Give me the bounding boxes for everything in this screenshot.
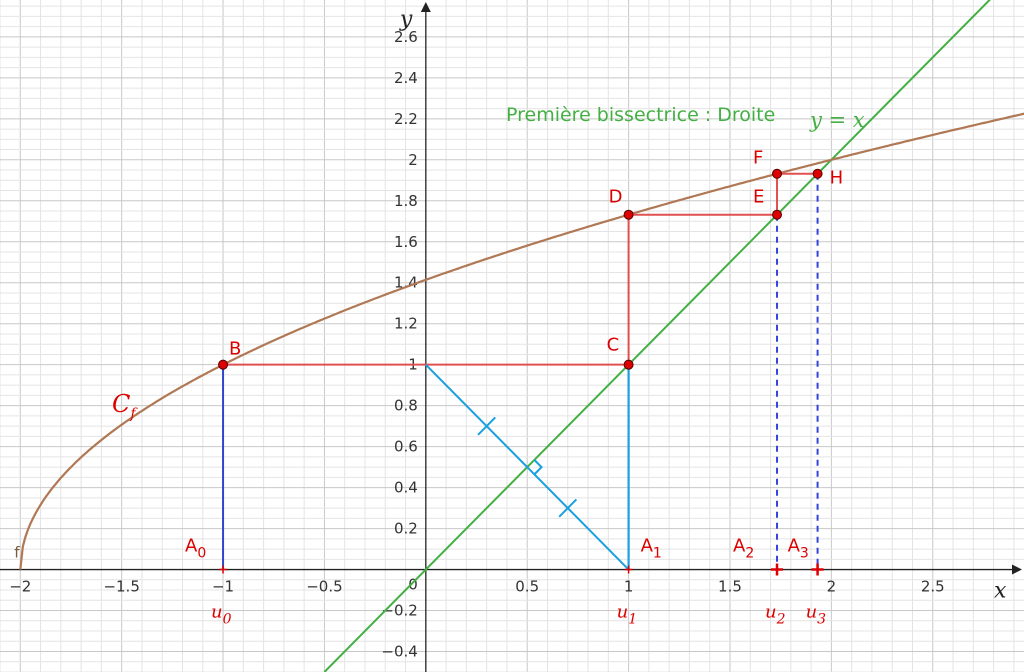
x-tick-label: −1 [212,578,234,596]
cyan-segment-diagonal [425,363,630,571]
u-label-1: u1 [617,602,638,628]
axis-point-a3 [811,563,824,576]
x-tick-label: 2.5 [921,578,945,596]
point-c [623,359,634,370]
y-tick-label: −0.2 [381,602,417,620]
point-h [812,168,823,179]
construction-segments [222,172,819,571]
x-tick-label: 1 [624,578,634,596]
y-tick-label: 1.8 [394,192,418,210]
axis-label-a3: A3 [788,536,809,562]
u-label-0: u0 [211,602,232,628]
y-axis-arrow [420,2,431,12]
point-f [772,168,783,179]
x-tick-label: −0.5 [306,578,342,596]
axis-point-a1 [624,565,633,574]
cyan-tick-2 [558,498,578,518]
x-tick-label: 1.5 [718,578,742,596]
u-label-3: u3 [806,602,827,628]
y-tick-label: 1.6 [394,233,418,251]
y-tick-label: 0.6 [394,438,418,456]
cyan-tick-1 [477,416,496,436]
axis-label-a2: A2 [733,536,754,562]
y-tick-label: 1.4 [394,274,418,292]
curve-end-label: f [14,544,20,562]
point-label-h: H [830,168,844,189]
x-axis-arrow [1012,564,1022,575]
axis-point-a0 [219,565,228,574]
curve-label-cf: Cf [112,390,138,422]
point-label-b: B [229,339,241,360]
y-tick-label: −0.4 [381,643,417,661]
y-tick-label: 2.4 [394,69,418,87]
bisector-label: Première bissectrice : Droite [506,104,775,126]
origin-label: 0 [408,576,418,594]
point-label-c: C [607,335,620,356]
u-label-2: u2 [765,602,786,628]
y-tick-label: 2.2 [394,110,418,128]
x-axis-label: x [994,579,1007,604]
bisector-equation: y = x [809,108,865,132]
y-tick-label: 0.8 [394,397,418,415]
axis-point-a2 [771,563,784,576]
labels: x y B C D EF H A0 u0 A1 u1 A2 u2 A3 u3 Cf f Première biss… [14,7,1007,628]
bisector-line [323,0,991,672]
x-tick-label: −2 [9,578,31,596]
y-tick-label: 1.2 [394,315,418,333]
y-tick-label: 0.4 [394,479,418,497]
y-tick-label: 0.2 [394,520,418,538]
axis-label-a0: A0 [185,536,206,562]
point-marks [218,168,824,576]
tick-labels: −2 −1.5 −1 −0.5 0.5 1 1.5 2 2.5 2.6 2.4 2.2 2 1.8 1.6 1… [9,28,944,661]
point-label-d: D [609,187,623,208]
axis-label-a1: A1 [641,536,662,562]
x-tick-label: 0.5 [515,578,539,596]
point-e [772,209,783,220]
point-label-f: F [753,148,763,169]
curve-f [19,112,1024,570]
right-angle-marker [533,459,543,476]
y-tick-label: 2.6 [394,28,418,46]
point-label-e: E [753,187,764,208]
point-b [218,359,229,370]
x-tick-label: −1.5 [103,578,139,596]
curves [19,0,1024,672]
y-tick-label: 2 [408,151,418,169]
y-axis-label: y [399,7,413,32]
point-d [623,209,634,220]
x-tick-label: 2 [827,578,837,596]
